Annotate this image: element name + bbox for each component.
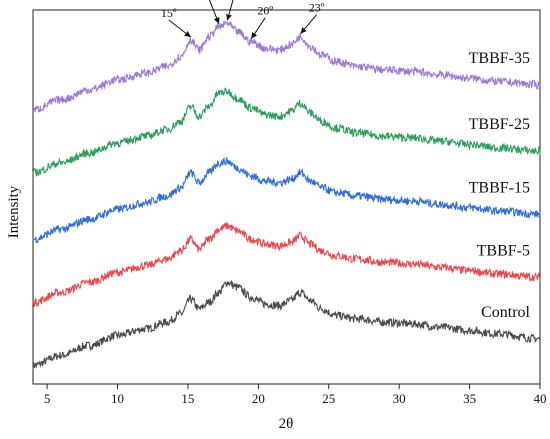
series-line-tbbf-5 bbox=[32, 222, 541, 308]
x-tick-label: 5 bbox=[44, 391, 51, 406]
plot-frame bbox=[32, 9, 541, 385]
series-label-tbbf-15: TBBF-15 bbox=[469, 179, 530, 196]
annotation-arrow bbox=[168, 19, 192, 38]
series-label-tbbf-35: TBBF-35 bbox=[469, 50, 530, 67]
y-axis-title: Intensity bbox=[6, 185, 22, 238]
series-group bbox=[32, 20, 541, 370]
x-tick-label: 25 bbox=[322, 391, 335, 406]
x-axis-ticks: 5 10 15 20 25 30 35 40 bbox=[44, 384, 547, 406]
series-label-tbbf-5: TBBF-5 bbox=[477, 242, 530, 259]
annotation-label: 23º bbox=[309, 1, 325, 15]
annotation-label: 15º bbox=[161, 6, 177, 20]
series-line-tbbf-35 bbox=[32, 20, 541, 113]
x-tick-label: 20 bbox=[252, 391, 265, 406]
series-label-control: Control bbox=[481, 304, 530, 321]
series-line-control bbox=[32, 279, 541, 370]
annotation-label: 20º bbox=[257, 4, 273, 18]
annotation-arrow bbox=[226, 0, 234, 21]
annotation-arrow bbox=[250, 17, 266, 39]
x-tick-label: 10 bbox=[111, 391, 124, 406]
peak-annotations: 15º17º18º20º23º bbox=[161, 0, 325, 39]
x-tick-label: 40 bbox=[534, 391, 547, 406]
x-tick-label: 35 bbox=[463, 391, 476, 406]
annotation-arrow bbox=[300, 14, 317, 35]
x-tick-label: 15 bbox=[181, 391, 194, 406]
x-axis-title: 2θ bbox=[279, 416, 294, 432]
series-line-tbbf-25 bbox=[32, 87, 541, 177]
annotation-arrow bbox=[208, 0, 220, 24]
series-label-tbbf-25: TBBF-25 bbox=[469, 116, 530, 133]
x-tick-label: 30 bbox=[393, 391, 406, 406]
series-line-tbbf-15 bbox=[32, 156, 541, 244]
series-labels: Control TBBF-5 TBBF-15 TBBF-25 TBBF-35 bbox=[469, 50, 531, 321]
